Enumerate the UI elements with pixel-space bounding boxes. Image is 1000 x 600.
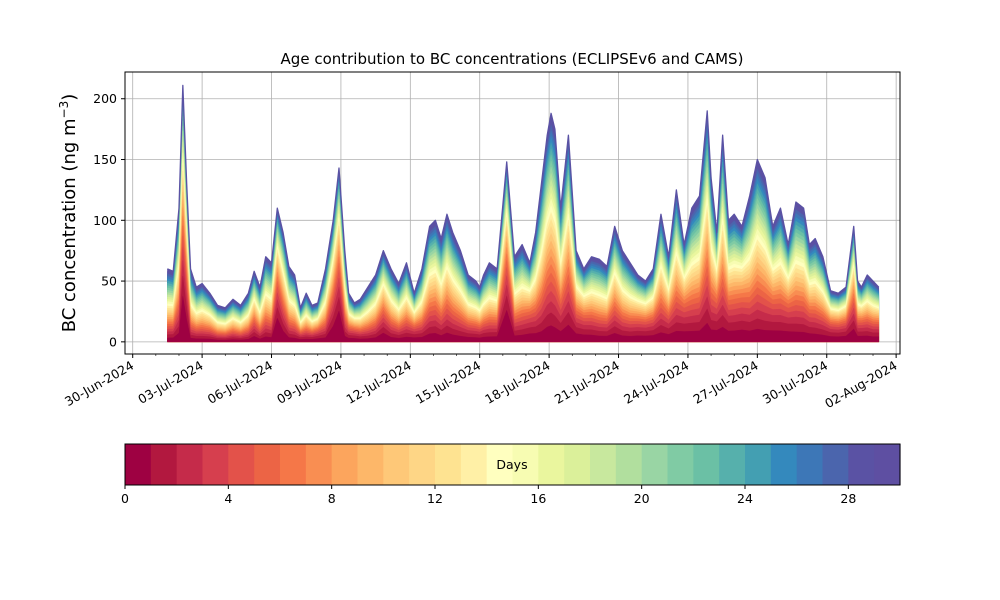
x-tick-label: 21-Jul-2024 bbox=[552, 358, 622, 407]
colorbar-swatch bbox=[202, 444, 229, 485]
x-tick-label: 03-Jul-2024 bbox=[135, 358, 205, 407]
colorbar-swatch bbox=[331, 444, 359, 485]
y-tick-label: 150 bbox=[93, 152, 117, 167]
colorbar-swatch bbox=[125, 444, 152, 485]
total-series-line bbox=[167, 84, 880, 309]
colorbar-swatch bbox=[409, 444, 436, 485]
y-axis-label-close: ) bbox=[59, 94, 80, 101]
x-tick-label: 30-Jul-2024 bbox=[760, 358, 830, 407]
colorbar-swatch bbox=[305, 444, 333, 485]
colorbar-swatch bbox=[564, 444, 591, 485]
colorbar-tick-label: 28 bbox=[840, 491, 856, 506]
colorbar-tick-label: 20 bbox=[634, 491, 650, 506]
x-tick-label: 06-Jul-2024 bbox=[205, 358, 275, 407]
colorbar-frame bbox=[124, 443, 901, 486]
colorbar-swatch bbox=[770, 444, 798, 485]
colorbar-swatch bbox=[280, 444, 307, 485]
colorbar-swatch bbox=[590, 444, 617, 485]
colorbar-tick-label: 8 bbox=[328, 491, 336, 506]
colorbar-swatch bbox=[383, 444, 410, 485]
colorbar-swatch bbox=[538, 444, 565, 485]
colorbar-swatch bbox=[874, 444, 901, 485]
colorbar-tick-label: 16 bbox=[530, 491, 546, 506]
colorbar-swatch bbox=[615, 444, 643, 485]
colorbar-swatch bbox=[228, 444, 255, 485]
y-tick-label: 200 bbox=[93, 91, 117, 106]
x-axis: 30-Jun-2024 03-Jul-2024 06-Jul-2024 09-Jul-… bbox=[62, 354, 900, 411]
plot-frame bbox=[124, 71, 901, 355]
colorbar-swatch bbox=[848, 444, 875, 485]
colorbar-swatch bbox=[719, 444, 746, 485]
y-axis-label-main: BC concentration (ng m bbox=[59, 118, 80, 332]
colorbar-tick-label: 4 bbox=[224, 491, 232, 506]
colorbar-swatch bbox=[745, 444, 772, 485]
x-tick-label: 09-Jul-2024 bbox=[274, 358, 344, 407]
y-tick-label: 100 bbox=[93, 213, 117, 228]
x-tick-label: 02-Aug-2024 bbox=[822, 358, 900, 411]
colorbar-tick-label: 12 bbox=[427, 491, 443, 506]
y-tick-label: 50 bbox=[101, 274, 117, 289]
colorbar-swatch bbox=[357, 444, 384, 485]
colorbar bbox=[125, 444, 901, 485]
colorbar-swatch bbox=[512, 444, 539, 485]
y-axis-label-sup: −3 bbox=[57, 101, 71, 119]
x-tick-label: 27-Jul-2024 bbox=[691, 358, 761, 407]
stacked-areas bbox=[167, 84, 880, 343]
x-tick-label: 12-Jul-2024 bbox=[344, 358, 414, 407]
age-band-0-days bbox=[167, 296, 879, 343]
chart-title: Age contribution to BC concentrations (E… bbox=[281, 50, 744, 68]
colorbar-tick-label: 24 bbox=[737, 491, 753, 506]
y-tick-label: 0 bbox=[109, 334, 117, 349]
colorbar-swatch bbox=[435, 444, 462, 485]
colorbar-swatch bbox=[693, 444, 720, 485]
y-axis: 0 50 100 150 200 bbox=[93, 91, 125, 349]
colorbar-swatch bbox=[796, 444, 824, 485]
colorbar-swatch bbox=[150, 444, 178, 485]
colorbar-swatch bbox=[641, 444, 669, 485]
colorbar-swatch bbox=[460, 444, 488, 485]
colorbar-swatch bbox=[254, 444, 281, 485]
x-tick-label: 30-Jun-2024 bbox=[62, 358, 136, 409]
colorbar-tick-label: 0 bbox=[121, 491, 129, 506]
colorbar-swatch bbox=[667, 444, 694, 485]
x-tick-label: 15-Jul-2024 bbox=[413, 358, 483, 407]
colorbar-label: Days bbox=[496, 457, 527, 472]
y-axis-label: BC concentration (ng m−3) bbox=[57, 94, 80, 333]
colorbar-swatch bbox=[176, 444, 204, 485]
colorbar-ticks: 0 4 8 12 16 20 24 28 bbox=[121, 485, 856, 506]
colorbar-swatch bbox=[822, 444, 849, 485]
x-tick-label: 18-Jul-2024 bbox=[482, 358, 552, 407]
x-tick-label: 24-Jul-2024 bbox=[621, 358, 691, 407]
age-band-1-days bbox=[167, 275, 879, 343]
colorbar-swatch bbox=[486, 444, 514, 485]
